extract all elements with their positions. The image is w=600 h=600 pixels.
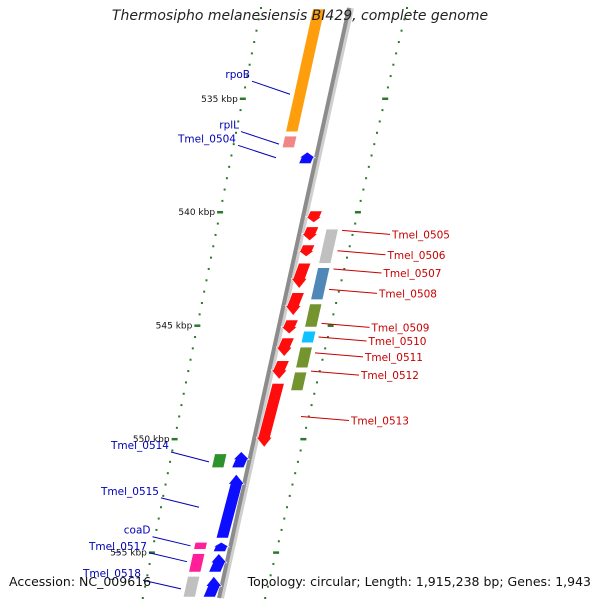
cog-feature bbox=[304, 303, 323, 328]
scale-label: 545 kbp bbox=[156, 322, 193, 332]
gene-label: Tmel_0510 bbox=[368, 336, 427, 348]
gene-label: coaD bbox=[124, 525, 151, 537]
cog-feature bbox=[285, 8, 326, 133]
reverse-gene bbox=[255, 383, 285, 448]
forward-gene bbox=[298, 151, 317, 164]
label-leader bbox=[251, 80, 291, 95]
backbone bbox=[217, 7, 351, 599]
cog-feature bbox=[290, 371, 308, 391]
label-leader bbox=[148, 552, 188, 563]
cog-feature bbox=[281, 135, 298, 148]
gene-label: Tmel_0505 bbox=[391, 229, 450, 241]
cog-feature bbox=[211, 453, 228, 469]
reverse-gene bbox=[297, 244, 316, 257]
reverse-gene bbox=[280, 319, 299, 335]
cog-feature bbox=[295, 346, 313, 369]
label-leader bbox=[152, 536, 191, 547]
scale-label: 555 kbp bbox=[110, 549, 147, 559]
reverse-gene bbox=[304, 210, 323, 223]
forward-gene bbox=[212, 541, 231, 552]
label-leader bbox=[321, 322, 370, 328]
forward-gene bbox=[202, 575, 223, 598]
gene-label: Tmel_0508 bbox=[378, 288, 437, 300]
label-leader bbox=[240, 131, 280, 145]
gene-label: Tmel_0513 bbox=[350, 415, 409, 427]
cog-feature bbox=[182, 575, 201, 598]
gene-label: rplL bbox=[219, 120, 239, 132]
genome-summary-text: Topology: circular; Length: 1,915,238 bp… bbox=[247, 574, 591, 589]
label-leader bbox=[170, 451, 210, 463]
label-leader bbox=[237, 144, 277, 159]
scale-label: 535 kbp bbox=[201, 95, 238, 105]
label-leader bbox=[333, 268, 382, 274]
reverse-gene bbox=[284, 292, 305, 317]
scale-label: 550 kbp bbox=[133, 435, 170, 445]
map-title: Thermosipho melanesiensis BI429, complet… bbox=[111, 8, 489, 24]
gene-label: Tmel_0511 bbox=[364, 352, 423, 364]
reverse-gene bbox=[290, 262, 312, 289]
gene-label: Tmel_0512 bbox=[360, 370, 419, 382]
gene-label: rpoB bbox=[225, 69, 250, 81]
gene-label: Tmel_0509 bbox=[371, 322, 430, 334]
scale-label: 540 kbp bbox=[178, 208, 215, 218]
label-leader bbox=[300, 415, 350, 421]
reverse-gene bbox=[275, 337, 295, 357]
label-leader bbox=[328, 288, 378, 294]
forward-gene bbox=[215, 473, 245, 539]
gene-label: Tmel_0518 bbox=[82, 568, 141, 580]
label-leader bbox=[314, 352, 364, 358]
forward-gene bbox=[208, 553, 228, 573]
gene-label: Tmel_0515 bbox=[100, 486, 159, 498]
label-leader bbox=[142, 579, 182, 590]
cog-feature bbox=[300, 330, 317, 344]
label-leader bbox=[341, 229, 391, 235]
label-leader bbox=[337, 250, 386, 256]
label-leader bbox=[310, 370, 360, 376]
accession-text: Accession: NC_009616 bbox=[9, 574, 152, 589]
label-leader bbox=[318, 336, 367, 342]
cog-feature bbox=[188, 553, 206, 573]
gene-label: Tmel_0514 bbox=[110, 440, 169, 452]
gene-label: Tmel_0517 bbox=[88, 541, 147, 553]
gene-label: Tmel_0506 bbox=[387, 250, 446, 262]
cog-feature bbox=[318, 228, 339, 264]
cog-feature bbox=[193, 541, 208, 550]
label-leader bbox=[160, 497, 200, 508]
cog-feature bbox=[310, 267, 331, 301]
reverse-gene bbox=[270, 360, 290, 380]
gene-label: Tmel_0504 bbox=[177, 133, 236, 145]
gene-label: Tmel_0507 bbox=[383, 268, 442, 280]
reverse-gene bbox=[300, 226, 320, 242]
forward-gene bbox=[231, 451, 251, 469]
